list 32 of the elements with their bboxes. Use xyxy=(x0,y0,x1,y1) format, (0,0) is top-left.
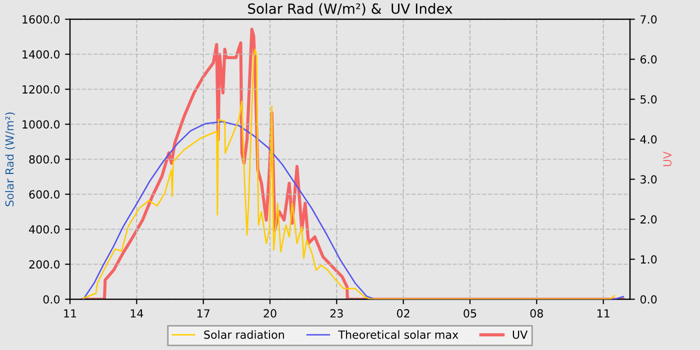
y2-tick-label: 5.0 xyxy=(640,95,657,104)
y-tick-label: 800.0 xyxy=(29,155,60,164)
x-tick-label: 14 xyxy=(130,309,144,318)
y-tick-label: 1200.0 xyxy=(22,85,60,94)
x-tick-label: 17 xyxy=(197,309,210,318)
y2-tick-label: 2.0 xyxy=(640,215,657,224)
legend-label: Solar radiation xyxy=(204,330,284,339)
y2-tick-label: 7.0 xyxy=(640,15,657,24)
x-tick-label: 02 xyxy=(396,309,410,318)
y2-tick-label: 6.0 xyxy=(640,55,657,64)
y-tick-label: 1000.0 xyxy=(22,120,60,129)
y-tick-label: 600.0 xyxy=(29,190,60,199)
y-tick-label: 400.0 xyxy=(29,225,60,234)
y2-tick-label: 3.0 xyxy=(640,175,657,184)
x-tick-label: 23 xyxy=(330,309,343,318)
y2-tick-label: 1.0 xyxy=(640,255,657,264)
y-tick-label: 1400.0 xyxy=(22,50,60,59)
y-tick-label: 0.0 xyxy=(43,295,60,304)
y2-tick-label: 0.0 xyxy=(640,295,657,304)
x-tick-label: 20 xyxy=(264,309,276,318)
x-tick-label: 08 xyxy=(530,309,543,318)
x-tick-label: 11 xyxy=(597,309,610,318)
y-tick-label: 1600.0 xyxy=(22,15,60,24)
x-tick-label: 05 xyxy=(464,309,476,318)
legend-label: Theoretical solar max xyxy=(338,330,458,339)
chart-title: Solar Rad (W/m²) & UV Index xyxy=(248,3,452,16)
y-axis-title: Solar Rad (W/m²) xyxy=(5,112,15,206)
y2-tick-label: 4.0 xyxy=(640,135,657,144)
x-tick-label: 11 xyxy=(64,309,76,318)
legend-label: UV xyxy=(512,330,528,339)
y-tick-label: 200.0 xyxy=(29,260,60,269)
y2-axis-title: UV xyxy=(663,151,672,166)
